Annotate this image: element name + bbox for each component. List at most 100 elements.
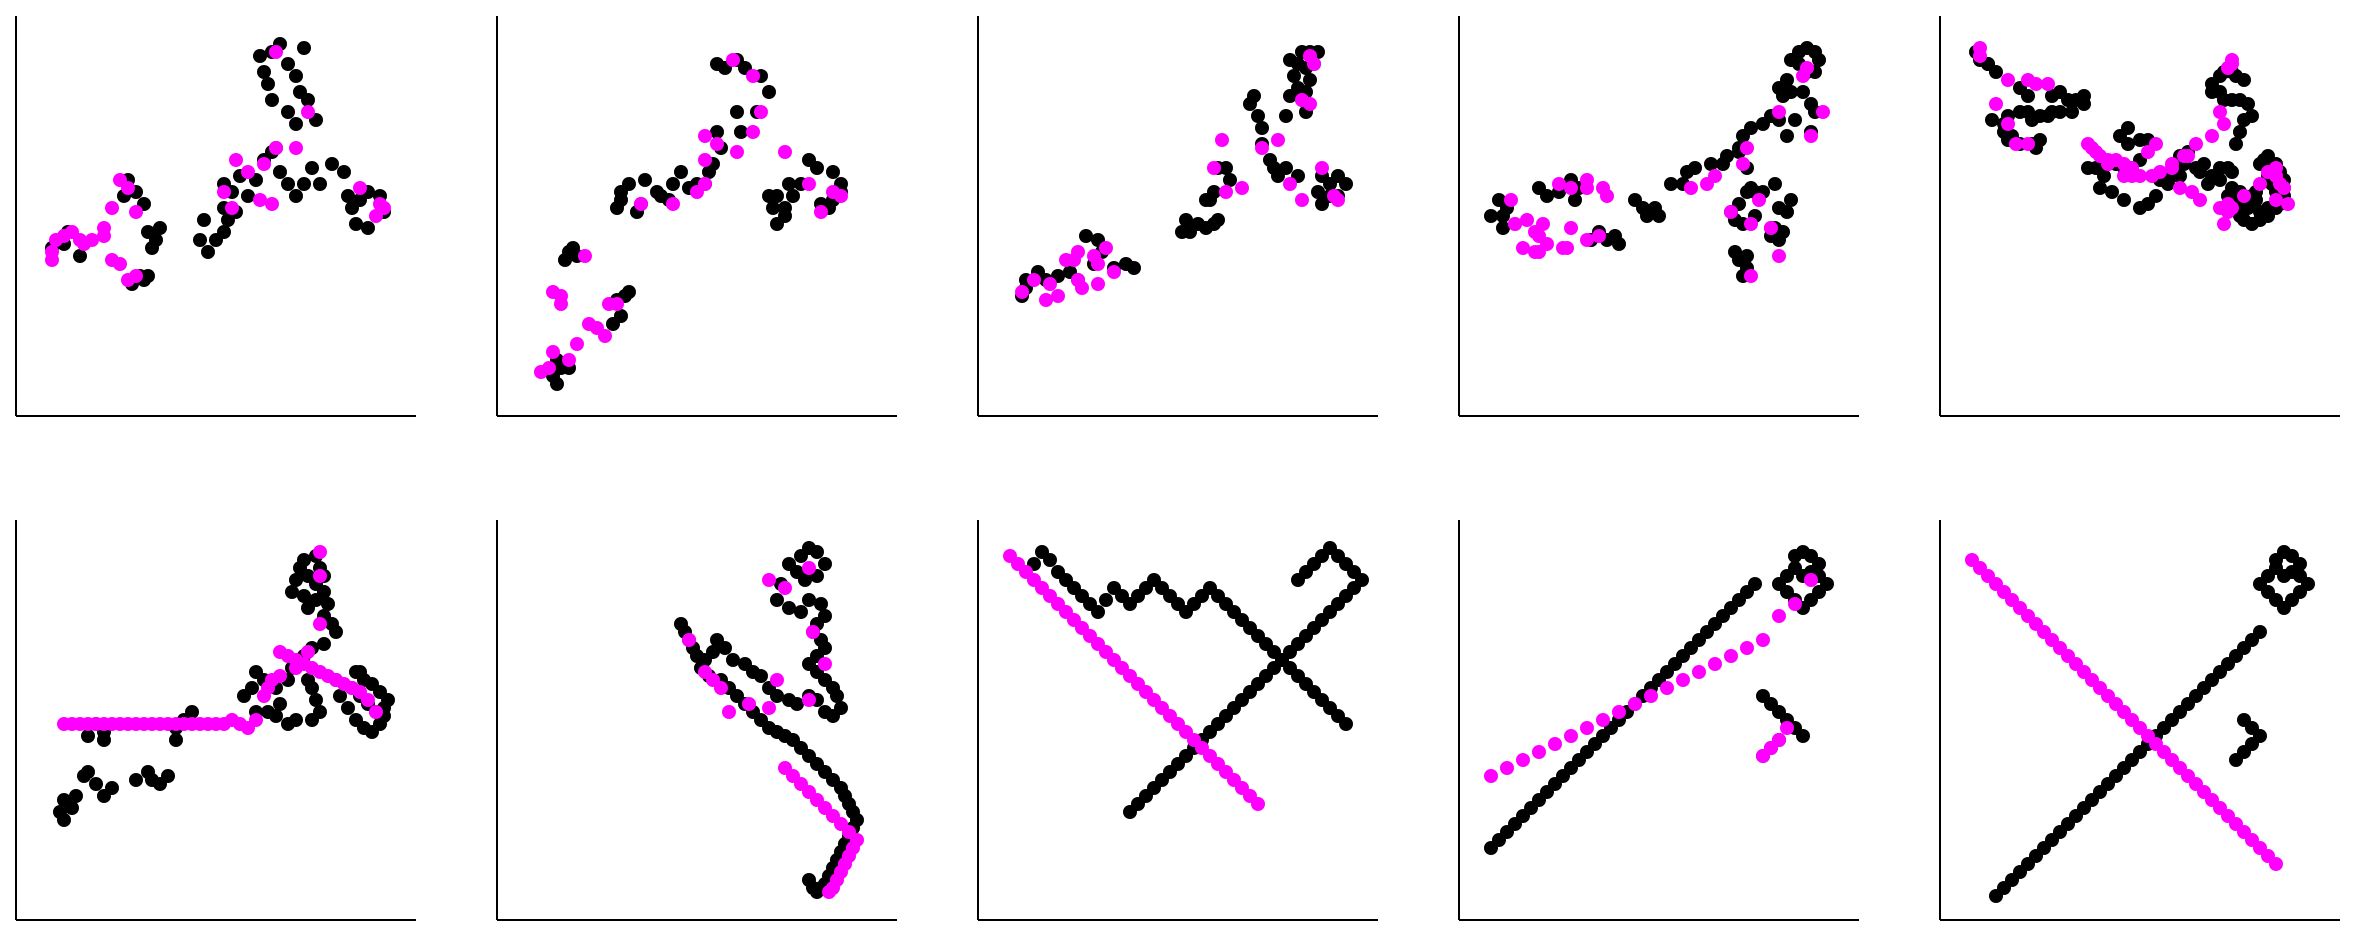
data-point bbox=[1207, 185, 1221, 199]
data-point bbox=[2149, 137, 2163, 151]
data-point bbox=[81, 729, 95, 743]
data-point bbox=[762, 701, 776, 715]
data-point bbox=[1664, 177, 1678, 191]
data-point bbox=[273, 165, 287, 179]
data-point bbox=[2225, 201, 2239, 215]
scatter-plot bbox=[977, 16, 1378, 417]
data-point bbox=[77, 237, 91, 251]
data-point bbox=[1339, 177, 1353, 191]
data-point bbox=[301, 645, 315, 659]
data-point bbox=[1756, 633, 1770, 647]
data-point bbox=[2001, 73, 2015, 87]
data-point bbox=[281, 105, 295, 119]
data-point bbox=[349, 217, 363, 231]
data-point bbox=[1704, 157, 1718, 171]
data-point bbox=[353, 181, 367, 195]
data-point bbox=[1596, 713, 1610, 727]
data-point bbox=[2269, 193, 2283, 207]
data-point bbox=[129, 269, 143, 283]
data-point bbox=[1628, 697, 1642, 711]
data-point bbox=[185, 705, 199, 719]
data-point bbox=[317, 637, 331, 651]
data-point bbox=[1568, 193, 1582, 207]
data-point bbox=[197, 213, 211, 227]
data-point bbox=[1708, 657, 1722, 671]
data-point bbox=[1580, 173, 1594, 187]
scatter-plot bbox=[15, 16, 416, 417]
data-point bbox=[1756, 749, 1770, 763]
data-point bbox=[1780, 721, 1794, 735]
data-point bbox=[301, 673, 315, 687]
data-point bbox=[1812, 53, 1826, 67]
data-point bbox=[2237, 73, 2251, 87]
scatter-plot bbox=[1458, 520, 1859, 921]
data-point bbox=[2245, 109, 2259, 123]
data-point bbox=[97, 789, 111, 803]
data-point bbox=[550, 377, 564, 391]
data-point bbox=[814, 205, 828, 219]
data-point bbox=[762, 85, 776, 99]
data-point bbox=[1660, 681, 1674, 695]
data-point bbox=[1989, 97, 2003, 111]
data-point bbox=[1784, 53, 1798, 67]
data-point bbox=[1219, 185, 1233, 199]
data-point bbox=[782, 557, 796, 571]
series-magenta-points bbox=[1973, 41, 2295, 231]
data-point bbox=[802, 693, 816, 707]
data-point bbox=[2001, 117, 2015, 131]
data-point bbox=[782, 177, 796, 191]
data-point bbox=[562, 353, 576, 367]
series-magenta-points bbox=[682, 561, 864, 899]
data-point bbox=[285, 585, 299, 599]
data-point bbox=[305, 161, 319, 175]
data-point bbox=[229, 153, 243, 167]
data-point bbox=[313, 617, 327, 631]
data-point bbox=[782, 693, 796, 707]
data-point bbox=[666, 177, 680, 191]
series-magenta-points bbox=[45, 45, 391, 287]
scatter-plot bbox=[977, 520, 1378, 921]
data-point bbox=[141, 269, 155, 283]
data-point bbox=[2177, 149, 2191, 163]
data-point bbox=[169, 733, 183, 747]
data-point bbox=[73, 249, 87, 263]
data-point bbox=[1536, 217, 1550, 231]
data-point bbox=[77, 769, 91, 783]
data-point bbox=[2217, 117, 2231, 131]
data-point bbox=[2077, 97, 2091, 111]
data-point bbox=[2205, 129, 2219, 143]
data-point bbox=[1520, 213, 1534, 227]
data-point bbox=[1788, 597, 1802, 611]
data-point bbox=[2281, 197, 2295, 211]
data-point bbox=[1680, 165, 1694, 179]
data-point bbox=[590, 321, 604, 335]
data-point bbox=[2149, 189, 2163, 203]
data-point bbox=[337, 165, 351, 179]
data-point bbox=[1784, 193, 1798, 207]
data-point bbox=[289, 69, 303, 83]
data-point bbox=[1331, 193, 1345, 207]
data-point bbox=[778, 581, 792, 595]
data-point bbox=[1183, 225, 1197, 239]
data-point bbox=[193, 233, 207, 247]
data-point bbox=[1768, 177, 1782, 191]
data-point bbox=[762, 573, 776, 587]
data-point bbox=[2121, 137, 2135, 151]
data-point bbox=[546, 345, 560, 359]
data-point bbox=[710, 125, 724, 139]
data-point bbox=[261, 77, 275, 91]
data-point bbox=[1067, 253, 1081, 267]
data-point bbox=[2293, 569, 2307, 583]
data-point bbox=[638, 173, 652, 187]
scatter-plot bbox=[496, 520, 897, 921]
data-point bbox=[810, 161, 824, 175]
data-point bbox=[1027, 273, 1041, 287]
data-point bbox=[1528, 245, 1542, 259]
data-point bbox=[1099, 241, 1113, 255]
data-point bbox=[2217, 217, 2231, 231]
data-point bbox=[293, 561, 307, 575]
data-point bbox=[1540, 189, 1554, 203]
data-point bbox=[802, 177, 816, 191]
data-point bbox=[1271, 133, 1285, 147]
data-point bbox=[1592, 229, 1606, 243]
